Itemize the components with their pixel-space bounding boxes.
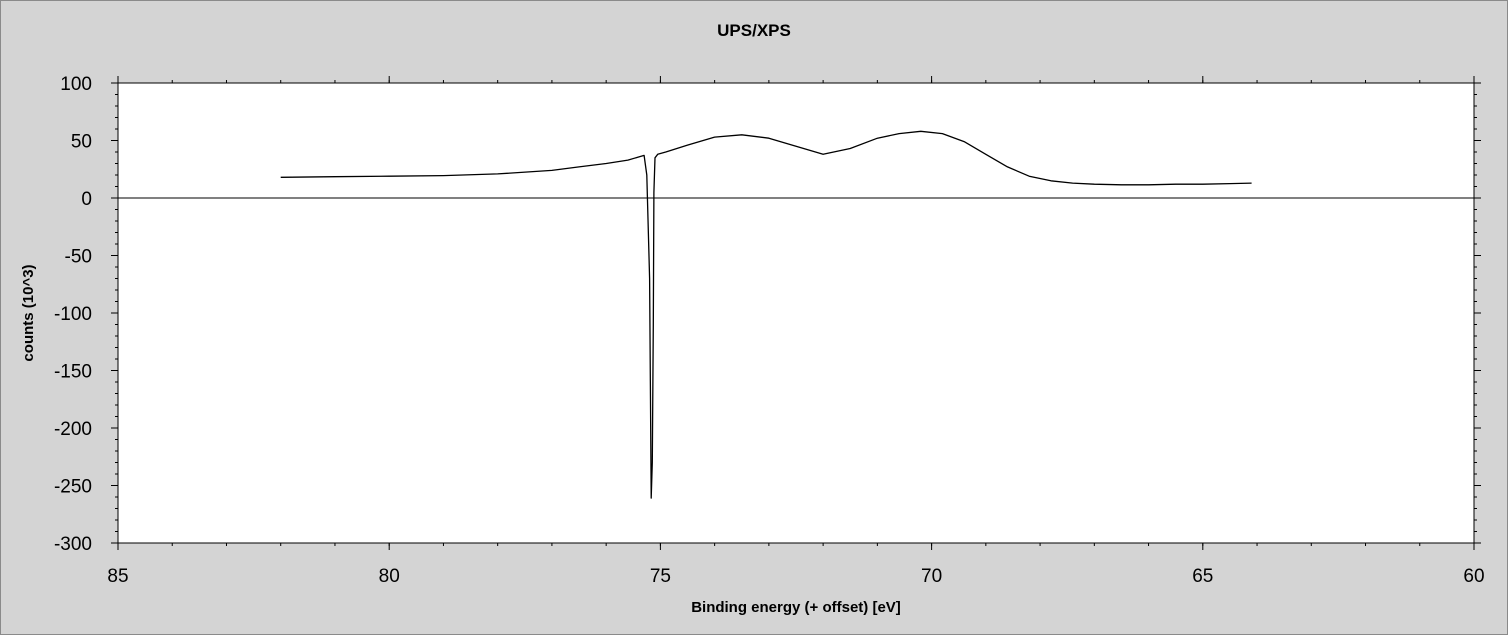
- y-tick-label: 100: [60, 74, 92, 95]
- y-tick-label: 50: [71, 132, 92, 153]
- plot-area: [117, 82, 1475, 544]
- y-axis-label: counts (10^3): [20, 264, 37, 361]
- y-tick-label: -300: [54, 534, 92, 555]
- x-tick-label: 65: [1192, 566, 1213, 587]
- x-tick-labels: 85 80 75 70 65 60: [107, 566, 1484, 587]
- y-tick-label: -50: [65, 247, 92, 268]
- y-tick-label: -150: [54, 362, 92, 383]
- y-tick-label: -250: [54, 477, 92, 498]
- x-tick-label: 75: [650, 566, 671, 587]
- y-tick-label: 0: [81, 189, 92, 210]
- x-tick-label: 85: [107, 566, 128, 587]
- series-line: [280, 130, 1252, 499]
- x-axis-label: Binding energy (+ offset) [eV]: [691, 599, 901, 616]
- y-tick-label: -100: [54, 304, 92, 325]
- major-ticks: [111, 76, 1481, 550]
- x-tick-label: 70: [921, 566, 942, 587]
- x-tick-label: 80: [379, 566, 400, 587]
- y-tick-labels: 100 50 0 -50 -100 -150 -200 -250 -300: [54, 74, 92, 555]
- y-tick-label: -200: [54, 419, 92, 440]
- x-tick-label: 60: [1463, 566, 1484, 587]
- chart-title: UPS/XPS: [717, 21, 791, 40]
